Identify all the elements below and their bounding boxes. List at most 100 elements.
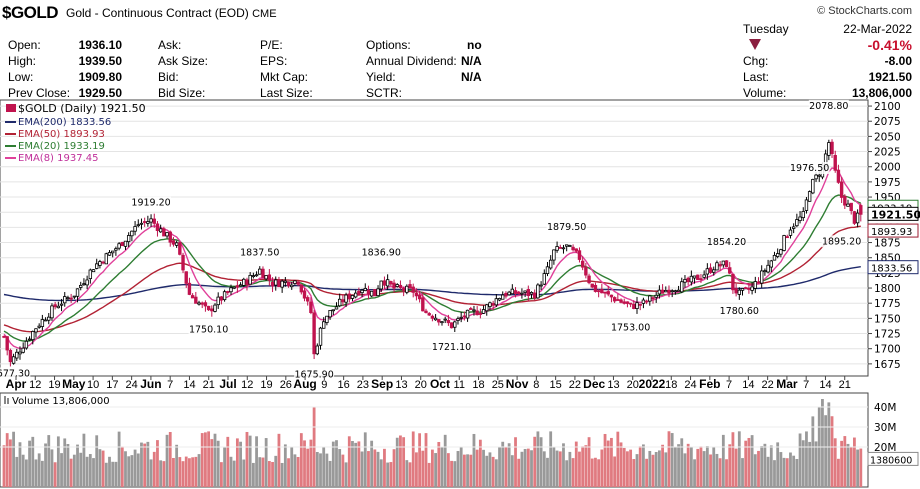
volume-bar	[56, 436, 60, 487]
candle-body	[229, 287, 233, 293]
volume-bar	[82, 433, 86, 487]
candle-body	[2, 335, 6, 338]
volume-bar	[792, 455, 796, 487]
volume-bar	[392, 449, 396, 487]
x-tick-label: 15	[550, 379, 562, 391]
candle-body	[616, 299, 620, 301]
x-tick-label: Apr	[6, 377, 27, 391]
volume-bar	[485, 455, 489, 487]
price-annotations: 1677.30 1919.20 1750.10 1837.50 1675.90 1836.…	[0, 99, 862, 381]
dividend-value: N/A	[461, 54, 482, 68]
volume-bar	[530, 450, 533, 487]
volume-bar	[63, 438, 67, 487]
volume-bar	[37, 453, 41, 487]
volume-bar	[673, 446, 677, 487]
ema20-line	[3, 194, 862, 342]
volume-bar	[191, 457, 195, 487]
candle-body	[593, 284, 598, 292]
candle-body	[82, 283, 86, 286]
candle-body	[494, 298, 499, 306]
candle-body	[523, 290, 527, 293]
candle-body	[852, 211, 857, 224]
chg-value: -8.00	[884, 54, 912, 68]
x-tick-label: 9	[321, 379, 327, 391]
candle-body	[194, 296, 198, 304]
volume-bar	[76, 444, 79, 487]
candle-body	[686, 277, 690, 283]
volume-bar	[197, 454, 201, 487]
candle-body	[117, 243, 121, 249]
volume-bar	[156, 440, 159, 487]
x-tick-label: 8	[533, 379, 539, 391]
volume-bar	[85, 456, 89, 487]
volume-bar	[737, 431, 741, 487]
candle-body	[814, 174, 818, 180]
candle-body	[216, 296, 220, 306]
volume-bar	[130, 455, 134, 487]
volume-bar	[757, 450, 760, 487]
volume-bar	[421, 450, 425, 487]
volume-bar	[568, 451, 572, 487]
price-axis: 1675170017251750177518001825185018751900…	[867, 101, 920, 371]
candle-body	[670, 290, 674, 293]
volume-bar	[124, 451, 127, 487]
volume-bar	[462, 454, 466, 487]
x-tick-label: 19	[260, 379, 272, 391]
volume-bar	[651, 454, 655, 487]
candle-body	[101, 261, 105, 264]
volume-bar	[718, 458, 722, 487]
candle-body	[334, 306, 339, 310]
candle-body	[811, 179, 815, 194]
volume-bar	[258, 457, 262, 487]
open-value: 1936.10	[78, 38, 122, 52]
volume-bar	[613, 456, 617, 487]
annotation-label: 1836.90	[362, 248, 401, 259]
candle-body	[676, 289, 681, 292]
candle-body	[612, 297, 617, 302]
volume-bar	[478, 439, 482, 487]
candle-body	[114, 248, 118, 251]
y-tick-label: 1975	[874, 177, 901, 189]
candle-body	[517, 291, 521, 295]
volume-bar	[363, 432, 367, 487]
volume-bar	[235, 438, 239, 487]
volume-bar	[69, 458, 73, 487]
volume-bar	[859, 448, 863, 487]
candle-body	[779, 249, 783, 255]
value-marker-label: 1893.93	[871, 227, 912, 238]
volume-bar	[798, 433, 802, 487]
candle-body	[472, 309, 476, 312]
volume-bar	[507, 443, 511, 487]
x-tick-label: 7	[803, 379, 809, 391]
candle-body	[622, 301, 626, 304]
candle-body	[274, 279, 278, 286]
volume-bar	[661, 444, 664, 487]
candle-body	[708, 267, 713, 273]
volume-bar	[721, 434, 725, 487]
low-value: 1909.80	[78, 70, 122, 84]
candle-body	[337, 298, 342, 307]
candle-body	[152, 218, 156, 224]
options-label: Options:	[366, 38, 411, 52]
volume-bar	[21, 454, 25, 487]
annotation-bg	[719, 304, 760, 317]
candle-body	[533, 292, 537, 299]
volume-bar	[779, 452, 783, 487]
volume-bar	[66, 444, 70, 487]
candle-body	[139, 222, 144, 225]
volume-bar	[510, 455, 514, 487]
candle-body	[427, 313, 431, 316]
volume-bar	[728, 444, 732, 487]
volume-bar	[12, 431, 15, 487]
volume-bar	[367, 451, 370, 487]
volume-bar	[293, 454, 297, 487]
ema8-line	[3, 167, 862, 350]
volume-bar	[277, 433, 281, 487]
volume-bar	[207, 431, 211, 487]
volume-bar	[111, 461, 115, 487]
candle-body	[66, 297, 70, 300]
candle-body	[759, 270, 764, 284]
x-tick-label: Jun	[140, 377, 161, 391]
